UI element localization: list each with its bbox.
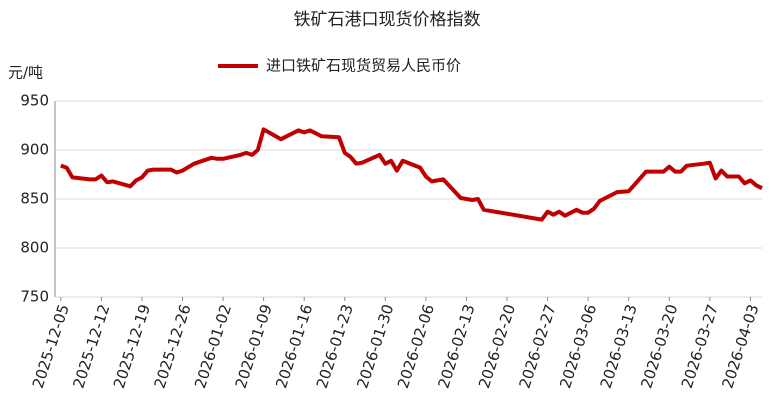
x-tick-label: 2026-02-06 (394, 302, 438, 390)
series-line (60, 127, 763, 222)
x-tick-label: 2026-01-16 (272, 302, 316, 390)
chart-title: 铁矿石港口现货价格指数 (294, 10, 481, 30)
x-tick-label: 2025-12-05 (29, 302, 73, 390)
x-tick-label: 2026-03-27 (678, 302, 722, 390)
y-tick-label: 900 (20, 141, 49, 159)
x-tick-label: 2026-03-06 (556, 302, 600, 390)
x-tick-label: 2025-12-19 (110, 302, 154, 390)
x-tick-label: 2026-03-13 (597, 302, 641, 390)
legend-label: 进口铁矿石现货贸易人民币价 (266, 57, 461, 75)
y-tick-label: 850 (20, 190, 49, 208)
x-tick-label: 2026-01-02 (191, 302, 235, 390)
x-tick-label: 2026-02-13 (434, 302, 478, 390)
x-tick-label: 2026-01-30 (353, 302, 397, 390)
y-axis-label: 元/吨 (8, 64, 43, 82)
x-tick-label: 2026-01-09 (232, 302, 276, 390)
x-tick-label: 2026-01-23 (313, 302, 357, 390)
x-tick-label: 2026-03-20 (637, 302, 681, 390)
y-tick-label: 950 (20, 92, 49, 110)
x-tick-label: 2025-12-26 (151, 302, 195, 390)
x-tick-label: 2025-12-12 (69, 302, 113, 390)
x-tick-label: 2026-02-27 (516, 302, 560, 390)
y-tick-label: 750 (20, 288, 49, 306)
x-tick-label: 2026-02-20 (475, 302, 519, 390)
x-tick-label: 2026-04-03 (718, 302, 762, 390)
y-tick-label: 800 (20, 239, 49, 257)
